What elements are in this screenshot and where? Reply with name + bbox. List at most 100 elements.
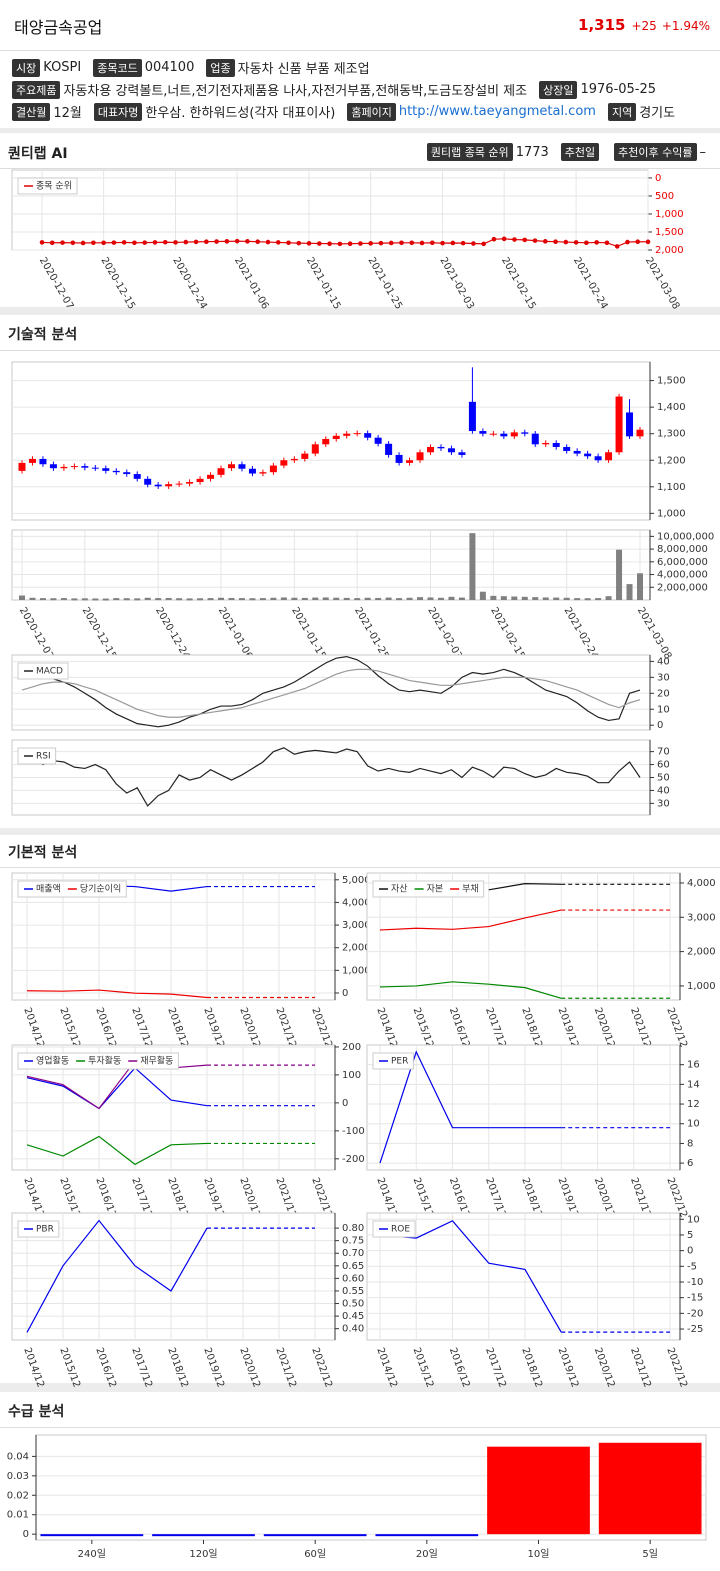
rank: 1773 [515,144,549,160]
x-tick-label: 2015/12 [57,1346,82,1389]
bar [584,598,591,601]
bar [81,598,88,601]
plot-frame [11,169,649,251]
bar [134,598,141,601]
marker [204,239,209,245]
candle-body [227,464,235,469]
legend-box [372,1052,414,1070]
legend-box [17,177,78,195]
candle-body [259,472,267,474]
badge: 추천일 [560,143,600,161]
series-line [26,1067,208,1110]
legend-label: 매출액 [36,883,61,895]
y-tick-label: 40 [657,785,670,796]
y-tick-label: 16 [687,1060,700,1071]
candle-body [332,435,340,440]
candle-body [112,470,120,473]
y-tick-label: 0.70 [342,1248,364,1259]
x-tick-label: 240일 [78,1548,106,1560]
y-tick-label: 0.04 [7,1451,29,1462]
bar [542,597,549,600]
bar [113,598,120,601]
bar [354,598,361,601]
info-row: 결산월 12월 대표자명 한우삼. 한하워드성(각자 대표이사) 홈페이지 http://… [12,102,687,121]
info-label: 대표자명 [93,102,143,121]
y-tick-label: -5 [687,1261,697,1272]
bar [364,597,371,600]
marker [162,239,168,245]
x-tick-label: 2018/12 [165,1346,190,1389]
x-tick-label: 2020-12-15 [80,606,119,662]
y-tick-label: 2,000 [655,245,684,256]
price-box: 1,315 +25 +1.94% [578,16,710,34]
y-tick-label: 0.60 [342,1273,364,1284]
bar [155,598,162,601]
x-tick-label: 10일 [528,1548,550,1560]
y-tick-label: 70 [657,747,670,758]
plot-frame [11,654,651,731]
marker [306,241,312,246]
series-line [26,1135,208,1166]
x-tick-label: 2019/12 [556,1346,581,1389]
bar [312,597,319,600]
x-tick-label: 2021-01-25 [352,606,391,662]
info-label: 홈페이지 [347,102,396,121]
x-tick-label: 2014/12 [21,1346,46,1389]
legend-label: PBR [36,1225,54,1235]
y-tick-label: -25 [687,1324,703,1335]
candle-body [406,460,414,463]
candle-body [615,396,623,453]
y-tick-label: 6 [687,1158,693,1169]
x-tick-label: 2020/12 [592,1346,617,1389]
y-tick-label: 12 [687,1099,700,1110]
bar [176,598,183,601]
marker [450,240,456,246]
y-tick-label: 100 [342,1070,361,1081]
y-tick-label: 4,000 [342,897,371,908]
x-tick-label: 2022/12 [309,1346,334,1389]
x-tick-label: 2020-12-24 [170,256,209,312]
candle-body [154,484,162,487]
candle-body [427,446,435,453]
bar [39,598,46,601]
info-value: KOSPI [43,60,82,75]
candle-body [510,432,518,437]
section-title: 수급 분석 [8,1404,65,1420]
marker [460,240,466,246]
marker [255,239,260,245]
candle-body [102,468,110,471]
candle-body [468,401,476,432]
x-tick-label: 2021-02-24 [561,606,600,662]
y-tick-label: 0 [23,1529,29,1540]
x-tick-label: 2016/12 [447,1346,472,1389]
series-line [379,1050,562,1164]
candle-body [489,433,497,435]
y-tick-label: 1,000 [655,209,684,220]
bar [238,598,245,601]
x-tick-label: 2021-03-08 [643,256,682,312]
candle-body [144,478,152,485]
candle-body [343,433,351,436]
y-tick-label: 500 [655,191,674,202]
candle-body [594,456,602,461]
candle-body [70,466,78,468]
x-tick-label: 2019/12 [201,1346,226,1389]
marker [234,238,240,244]
x-tick-label: 2021/12 [273,1346,298,1389]
bar [29,597,36,600]
marker [553,239,558,245]
bar [218,597,225,600]
info-value: 자동차용 강력볼트,너트,전기전자제품용 나사,자전거부품,전해동박,도금도장설… [63,84,528,99]
y-tick-label: 0.55 [342,1286,364,1297]
x-tick-label: 2021-02-24 [571,256,610,312]
series-line [21,747,641,807]
x-tick-label: 2016/12 [447,1006,472,1049]
x-tick-label: 2014/12 [374,1346,399,1389]
x-tick-label: 2018/12 [519,1346,544,1389]
bar [437,597,444,600]
divider [0,350,720,351]
marker [481,241,486,247]
series-line [21,668,641,718]
y-tick-label: 10,000,000 [657,531,714,542]
homepage-link[interactable]: http://www.taeyangmetal.com [398,104,596,119]
